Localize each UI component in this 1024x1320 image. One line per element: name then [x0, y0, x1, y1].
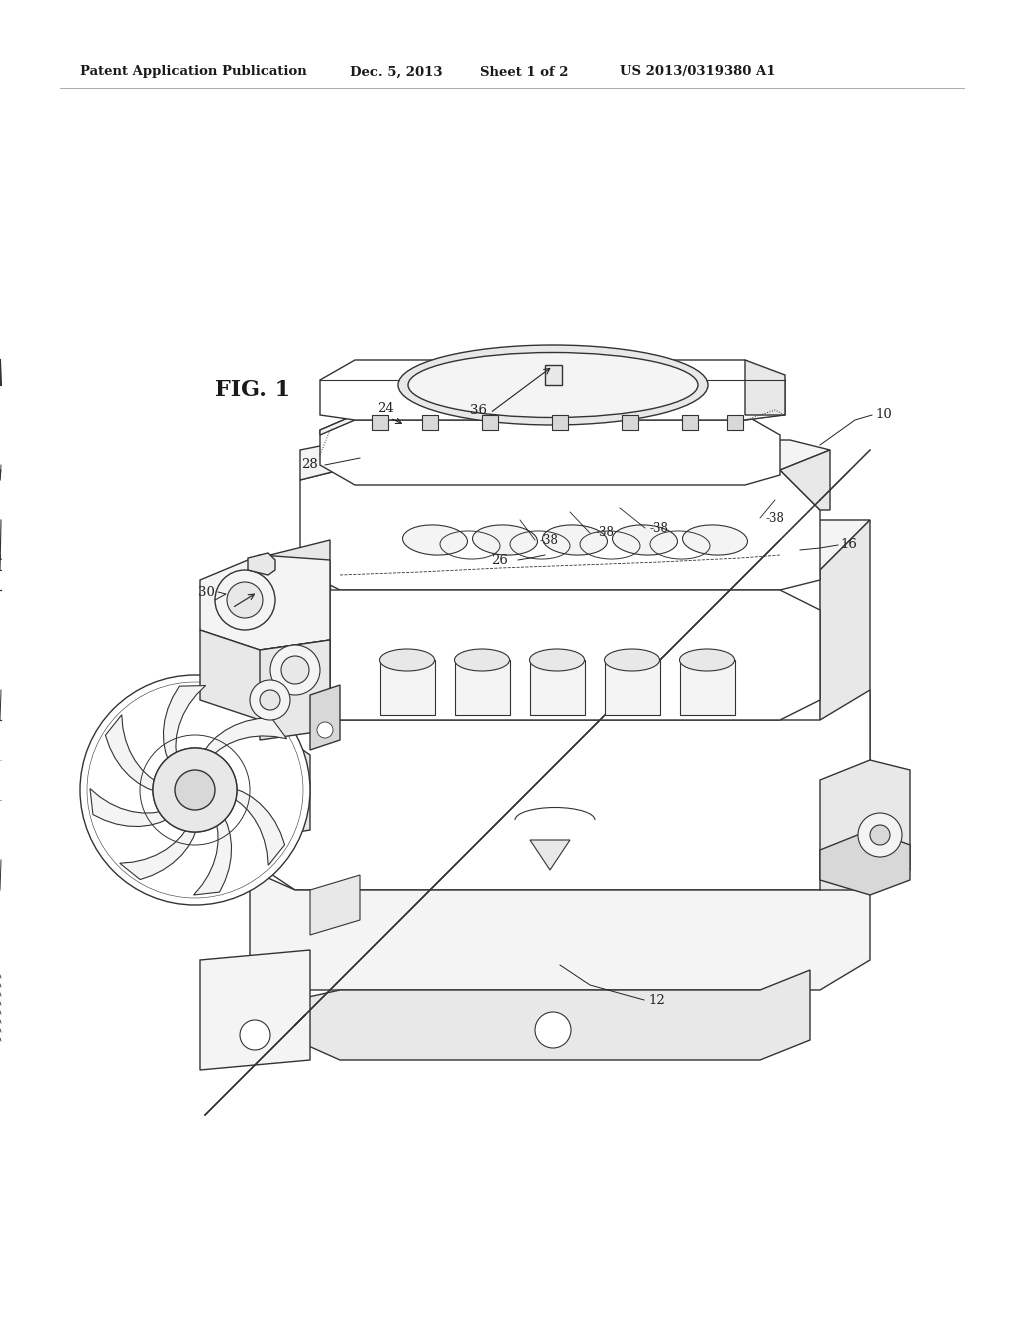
Polygon shape	[300, 470, 820, 590]
Circle shape	[870, 825, 890, 845]
Circle shape	[153, 748, 237, 832]
Text: 30: 30	[198, 586, 215, 598]
Polygon shape	[120, 828, 197, 879]
Polygon shape	[530, 660, 585, 715]
Polygon shape	[200, 630, 330, 719]
Polygon shape	[280, 870, 870, 950]
Ellipse shape	[529, 649, 585, 671]
Ellipse shape	[408, 352, 698, 417]
Polygon shape	[310, 875, 360, 935]
Polygon shape	[319, 400, 780, 436]
Text: Dec. 5, 2013: Dec. 5, 2013	[350, 66, 442, 78]
Polygon shape	[545, 366, 562, 385]
Polygon shape	[622, 414, 638, 430]
Polygon shape	[552, 414, 568, 430]
Polygon shape	[310, 685, 340, 750]
Polygon shape	[300, 440, 830, 480]
Text: Patent Application Publication: Patent Application Publication	[80, 66, 307, 78]
Polygon shape	[90, 788, 170, 826]
Text: FIG. 1: FIG. 1	[215, 379, 290, 401]
Polygon shape	[605, 660, 660, 715]
Polygon shape	[380, 660, 435, 715]
Polygon shape	[482, 414, 498, 430]
Circle shape	[175, 770, 215, 810]
Circle shape	[281, 656, 309, 684]
Circle shape	[153, 748, 237, 832]
Ellipse shape	[683, 525, 748, 556]
Polygon shape	[200, 554, 330, 649]
Polygon shape	[232, 788, 285, 865]
Text: -38: -38	[765, 511, 784, 524]
Polygon shape	[250, 870, 870, 990]
Circle shape	[858, 813, 902, 857]
Circle shape	[80, 675, 310, 906]
Circle shape	[317, 722, 333, 738]
Ellipse shape	[680, 649, 734, 671]
Text: 36: 36	[470, 404, 487, 417]
Polygon shape	[372, 414, 388, 430]
Text: 12: 12	[648, 994, 665, 1006]
Ellipse shape	[380, 649, 434, 671]
Polygon shape	[250, 690, 870, 890]
Ellipse shape	[472, 525, 538, 556]
Polygon shape	[200, 700, 310, 840]
Text: -38: -38	[650, 521, 669, 535]
Polygon shape	[260, 640, 330, 741]
Polygon shape	[530, 840, 570, 870]
Ellipse shape	[612, 525, 678, 556]
Polygon shape	[250, 540, 330, 730]
Polygon shape	[248, 553, 275, 576]
Polygon shape	[680, 660, 735, 715]
Polygon shape	[780, 450, 830, 510]
Circle shape	[215, 570, 275, 630]
Polygon shape	[727, 414, 743, 430]
Polygon shape	[422, 414, 438, 430]
Text: US 2013/0319380 A1: US 2013/0319380 A1	[620, 66, 775, 78]
Polygon shape	[820, 830, 910, 895]
Polygon shape	[745, 360, 785, 414]
Polygon shape	[820, 760, 910, 890]
Text: -38: -38	[595, 527, 613, 540]
Circle shape	[227, 582, 263, 618]
Polygon shape	[319, 414, 780, 484]
Text: -38: -38	[540, 533, 559, 546]
Polygon shape	[203, 718, 287, 756]
Ellipse shape	[402, 525, 468, 556]
Text: 28: 28	[302, 458, 318, 471]
Polygon shape	[330, 520, 870, 570]
Text: 16: 16	[840, 539, 857, 552]
Polygon shape	[330, 570, 820, 950]
Text: 10: 10	[874, 408, 892, 421]
Polygon shape	[105, 714, 158, 792]
Polygon shape	[295, 970, 810, 1060]
Ellipse shape	[455, 649, 510, 671]
Polygon shape	[295, 590, 820, 719]
Polygon shape	[164, 685, 206, 762]
Circle shape	[260, 690, 280, 710]
Circle shape	[175, 770, 215, 810]
Ellipse shape	[604, 649, 659, 671]
Text: Sheet 1 of 2: Sheet 1 of 2	[480, 66, 568, 78]
Circle shape	[240, 1020, 270, 1049]
Text: 26: 26	[492, 553, 509, 566]
Polygon shape	[194, 816, 231, 895]
Ellipse shape	[398, 345, 708, 425]
Ellipse shape	[543, 525, 607, 556]
Circle shape	[535, 1012, 571, 1048]
Circle shape	[270, 645, 319, 696]
Text: 24: 24	[377, 401, 393, 414]
Polygon shape	[319, 360, 785, 420]
Circle shape	[87, 682, 303, 898]
Polygon shape	[820, 520, 870, 950]
Polygon shape	[455, 660, 510, 715]
Polygon shape	[682, 414, 698, 430]
Polygon shape	[200, 950, 310, 1071]
Circle shape	[250, 680, 290, 719]
